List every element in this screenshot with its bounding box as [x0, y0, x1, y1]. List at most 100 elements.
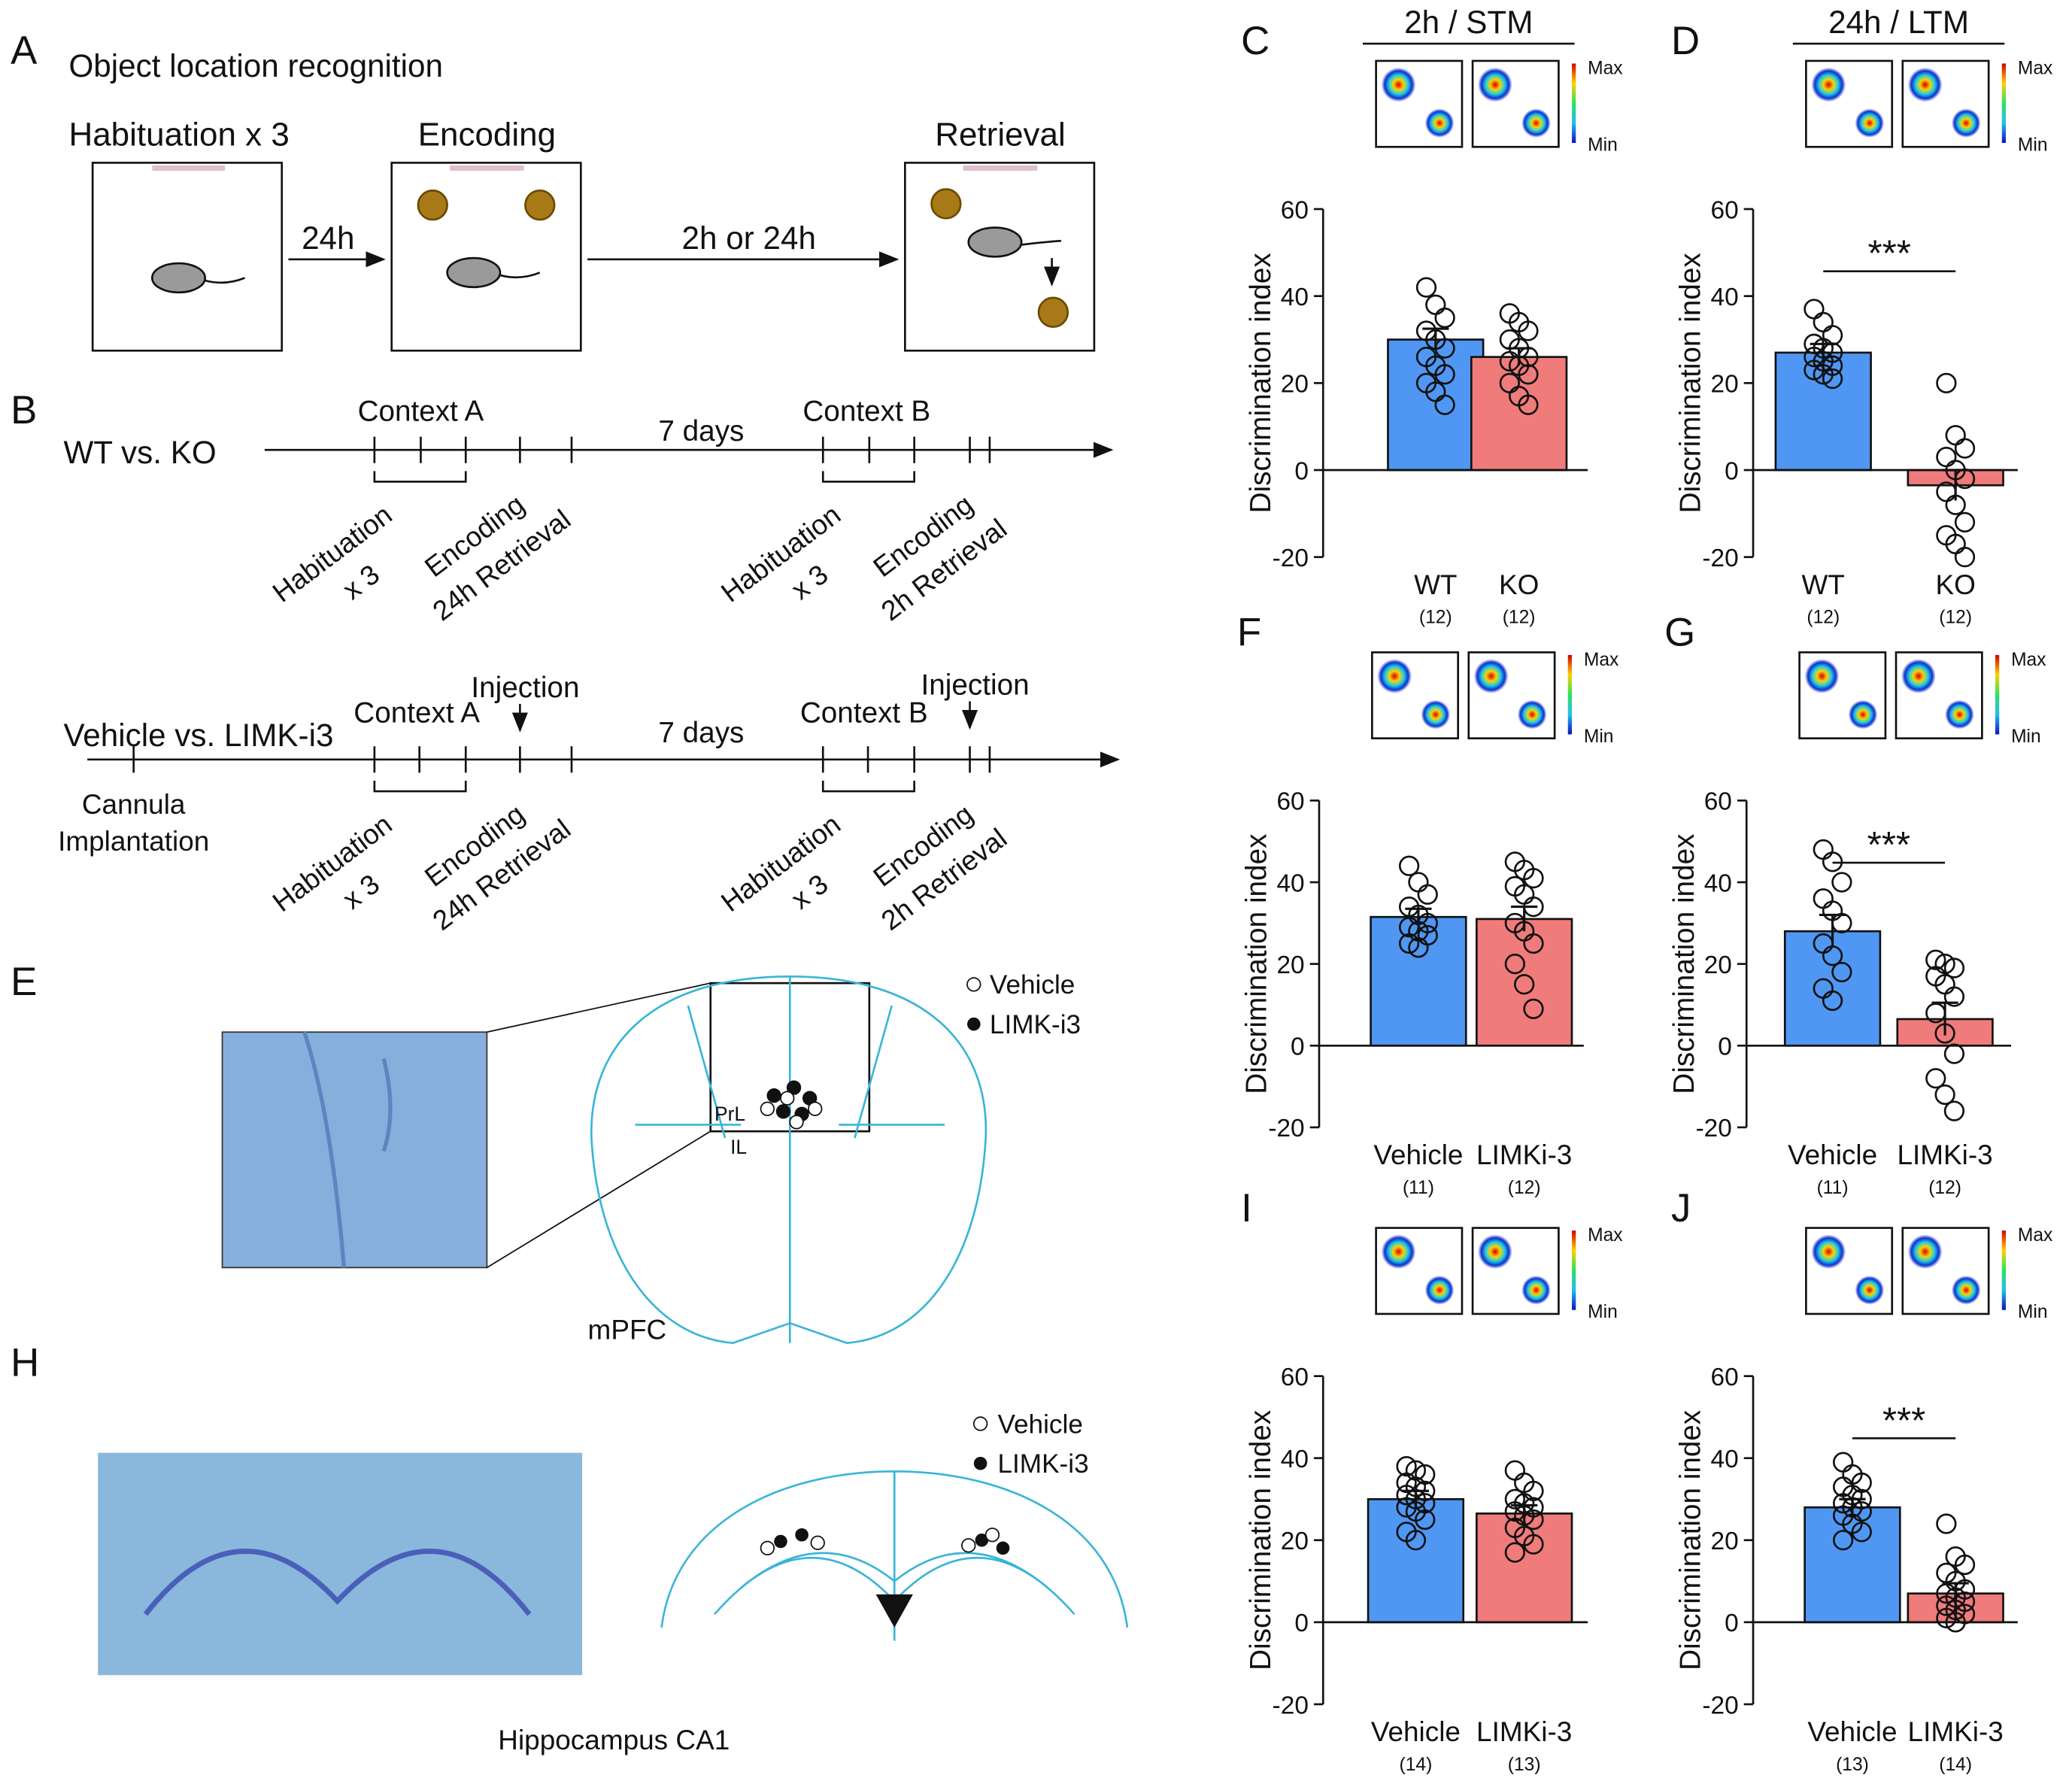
label: Min: [2018, 135, 2048, 156]
label: x 3: [785, 868, 833, 915]
panel-a-drawing: [91, 162, 1096, 352]
label: -20: [1702, 545, 1738, 572]
label: Min: [1588, 1302, 1618, 1322]
label: Habituation: [267, 499, 398, 608]
label: Discrimination index: [1668, 834, 1700, 1094]
label: KO: [1935, 569, 1975, 600]
bar: [1470, 356, 1568, 472]
label: F: [1237, 611, 1261, 655]
data-point: [1954, 511, 1976, 533]
label: G: [1664, 611, 1695, 655]
label: -20: [1702, 1691, 1738, 1719]
heatmap-blob: [1855, 1275, 1885, 1305]
label: Implantation: [58, 826, 209, 857]
label: 0: [1725, 1610, 1739, 1637]
bar: [1476, 918, 1573, 1047]
data-point: [1504, 1488, 1525, 1509]
label: (14): [1400, 1755, 1433, 1775]
data-point: [1415, 1509, 1436, 1531]
label: Discrimination index: [1245, 253, 1277, 513]
data-point: [1398, 933, 1420, 954]
label: ***: [1867, 233, 1911, 275]
heatmap-blob: [1951, 1275, 1981, 1305]
label: B: [11, 388, 37, 432]
label: Vehicle: [997, 1409, 1082, 1439]
label: Injection: [471, 672, 579, 704]
heatmap-blob: [1424, 1275, 1455, 1305]
label: 7 days: [658, 717, 744, 749]
label: 40: [1704, 869, 1732, 897]
label: 60: [1281, 1364, 1309, 1391]
label: Vehicle: [1807, 1716, 1897, 1747]
heatmap-blob: [1424, 108, 1455, 138]
data-point: [1425, 294, 1446, 315]
label: 0: [1291, 1033, 1305, 1061]
colorbar: [1572, 63, 1576, 144]
label: x 3: [785, 559, 833, 605]
label: Habituation: [715, 499, 846, 608]
label: 24h: [302, 220, 354, 256]
label: (12): [1939, 608, 1972, 628]
data-point: [1943, 1100, 1965, 1121]
label: 20: [1704, 951, 1732, 979]
heatmap-blob: [1478, 1234, 1512, 1270]
label: LIMKi-3: [1897, 1139, 1992, 1170]
heatmap-blob: [1848, 699, 1878, 730]
data-point: [1518, 320, 1539, 341]
data-point: [1434, 307, 1455, 329]
colorbar: [1995, 654, 2000, 735]
data-point: [1434, 364, 1455, 385]
label: 40: [1281, 284, 1309, 311]
label: Max: [2011, 650, 2046, 670]
label: 60: [1710, 196, 1738, 224]
data-point: [1831, 872, 1852, 893]
label: Vehicle: [990, 970, 1075, 1000]
data-point: [1822, 990, 1843, 1012]
label: mPFC: [588, 1314, 667, 1345]
label: Min: [1588, 135, 1618, 156]
label: C: [1241, 19, 1270, 63]
label: 0: [1725, 457, 1739, 485]
data-point: [1396, 1455, 1417, 1477]
data-point: [1504, 1542, 1525, 1563]
label: PrL: [714, 1103, 745, 1125]
label: 40: [1710, 284, 1738, 311]
label: Discrimination index: [1241, 834, 1273, 1094]
label: -20: [1273, 545, 1309, 572]
label: Max: [1588, 59, 1623, 79]
label: -20: [1696, 1115, 1732, 1142]
label: x 3: [337, 559, 385, 605]
label: IL: [730, 1136, 747, 1158]
data-point: [1523, 867, 1544, 889]
label: Habituation x 3: [68, 117, 289, 153]
data-point: [1398, 855, 1420, 876]
data-point: [1943, 986, 1965, 1007]
label: (13): [1836, 1755, 1869, 1775]
data-point: [1514, 974, 1535, 995]
data-point: [1936, 447, 1957, 468]
data-point: [1813, 311, 1834, 332]
data-point: [1523, 933, 1544, 954]
heatmap-blob: [1381, 67, 1416, 102]
label: KO: [1499, 569, 1539, 600]
label: Retrieval: [935, 117, 1065, 153]
label: Cannula: [82, 789, 186, 820]
data-point: [1822, 325, 1843, 346]
heatmap-blob: [1473, 659, 1509, 693]
label: 2h or 24h: [682, 220, 816, 256]
heatmap-blob: [1377, 659, 1412, 693]
label: 20: [1276, 951, 1304, 979]
data-point: [1822, 368, 1843, 390]
data-point: [1408, 872, 1429, 893]
label: (13): [1508, 1755, 1541, 1775]
data-point: [1398, 917, 1420, 938]
data-point: [1434, 394, 1455, 415]
label: I: [1241, 1186, 1252, 1230]
label: 0: [1718, 1033, 1732, 1061]
label: Min: [2018, 1302, 2048, 1322]
label: Min: [2011, 727, 2041, 747]
colorbar: [2001, 1230, 2007, 1310]
data-point: [1851, 1522, 1872, 1543]
panel-e-drawing: [221, 975, 987, 1345]
label: 40: [1281, 1446, 1309, 1473]
